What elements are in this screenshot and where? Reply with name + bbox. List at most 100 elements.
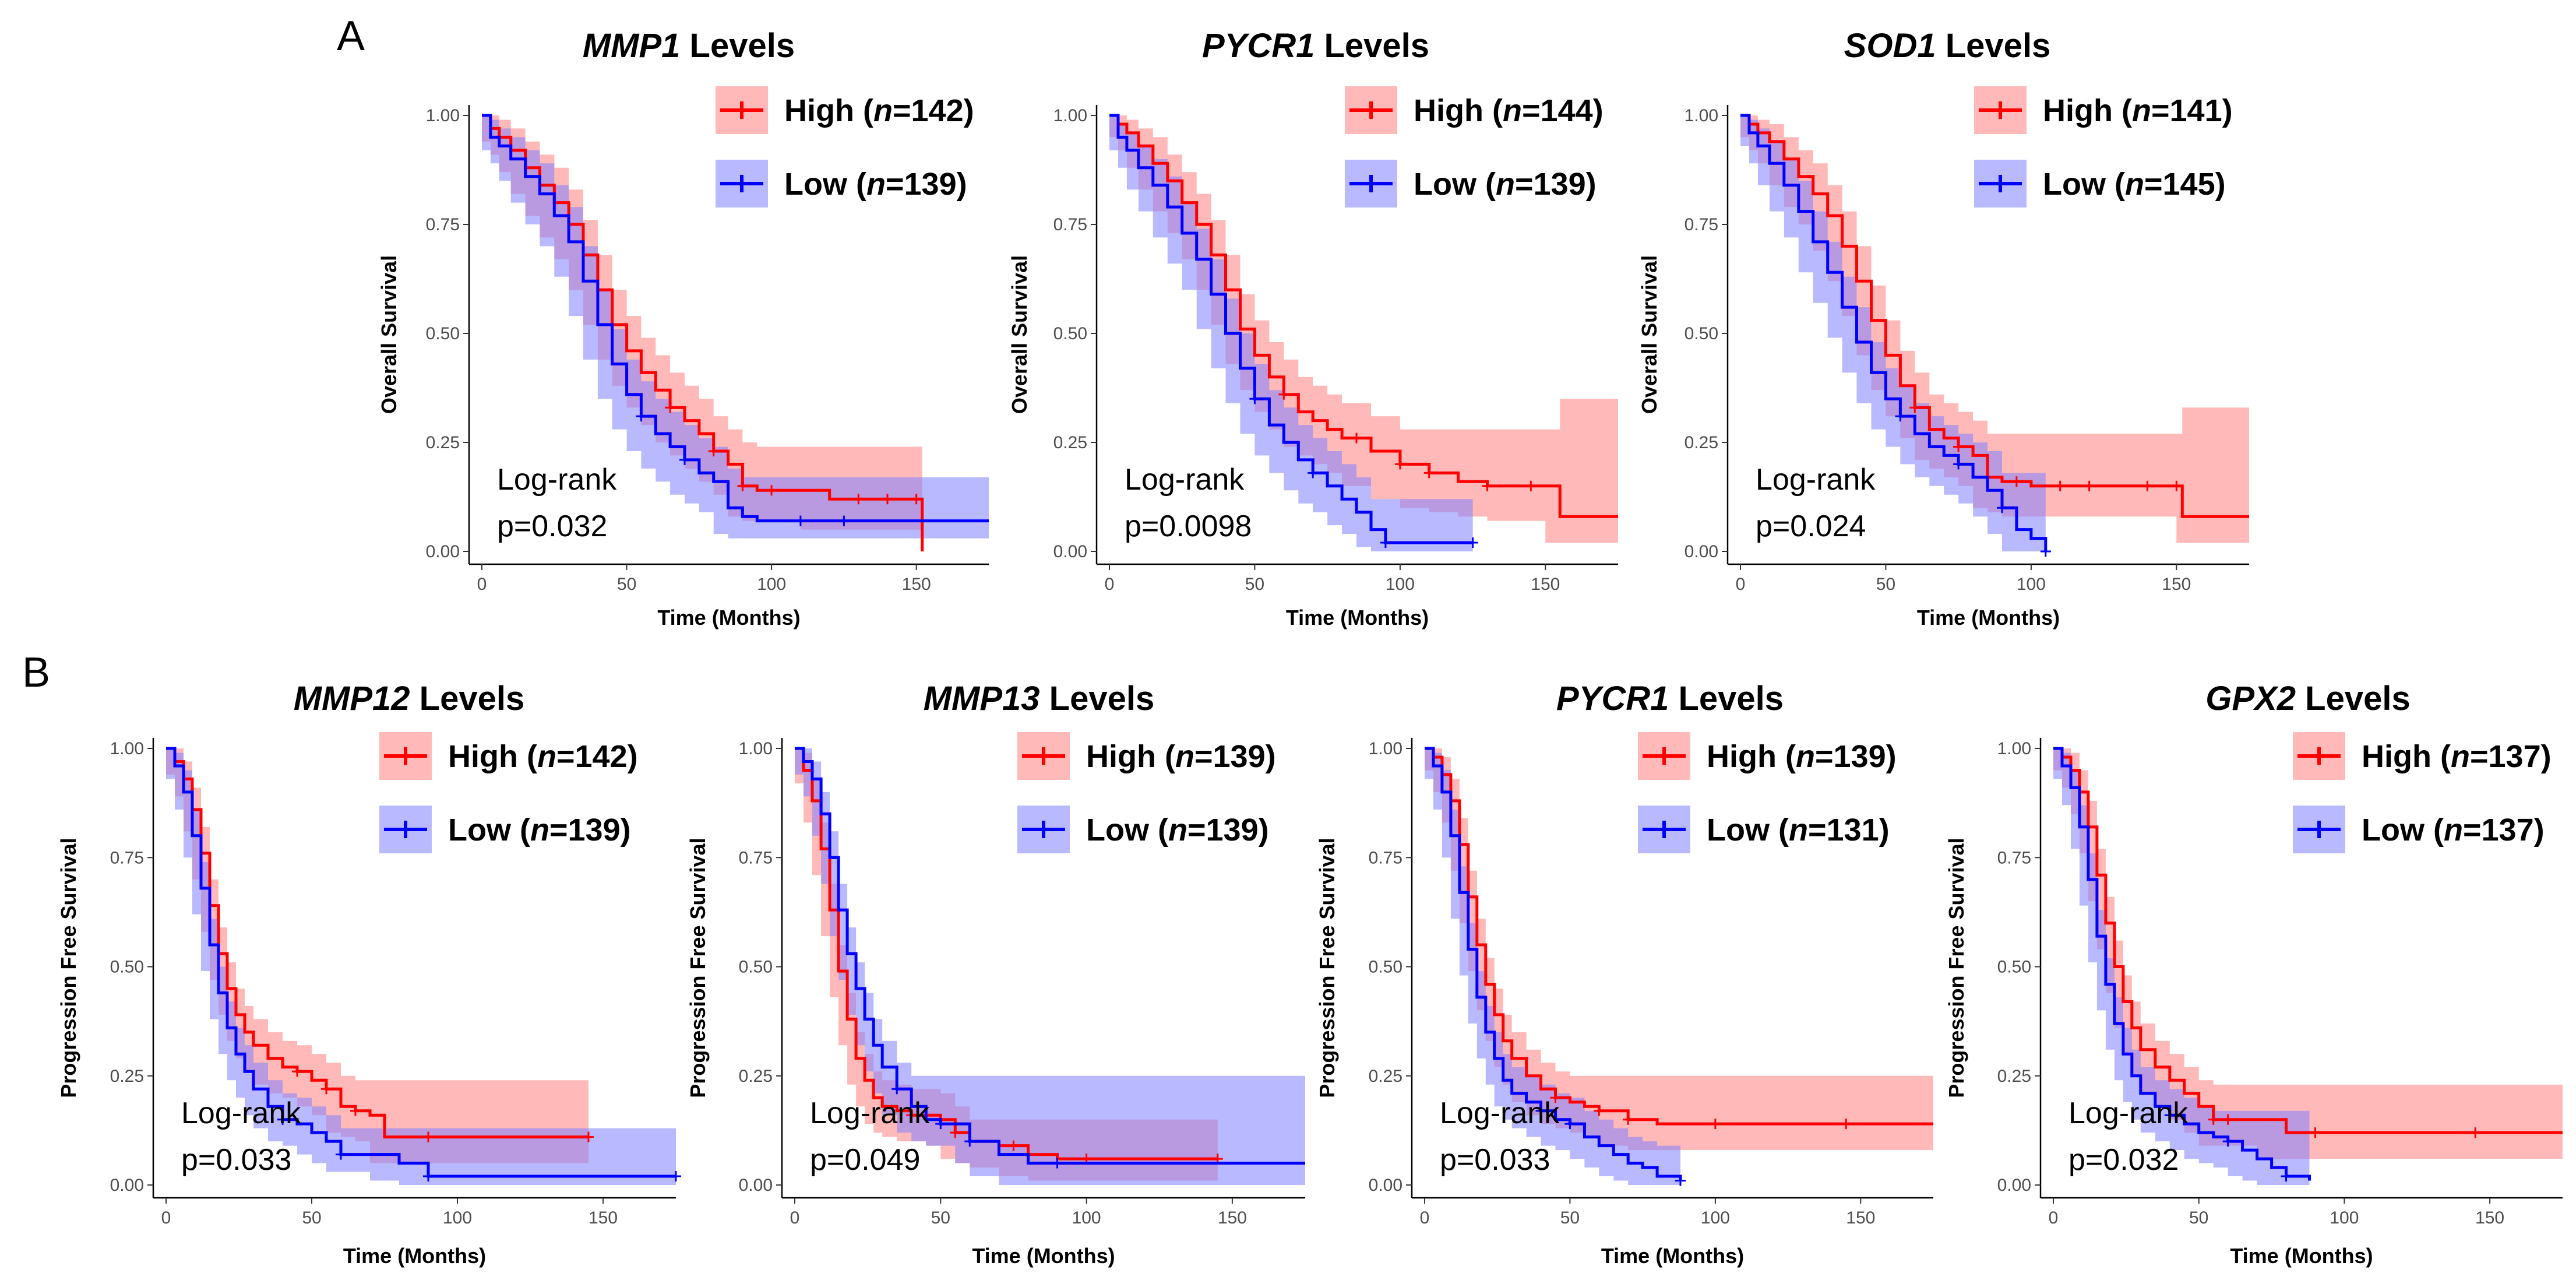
censor-mark-high: [882, 494, 893, 505]
y-tick-label: 0.00: [1053, 542, 1087, 561]
ci-band-low: [166, 748, 676, 1185]
legend-label-high: High (n=142): [448, 739, 638, 774]
legend-item-low: Low (n=139): [1017, 806, 1269, 853]
censor-mark-low: [1052, 1158, 1063, 1169]
x-axis-label: Time (Months): [2230, 1244, 2373, 1268]
censor-mark-high: [2011, 476, 2022, 487]
censor-mark-high: [1394, 459, 1405, 470]
chart-title-gene: SOD1: [1844, 27, 1936, 65]
chart-title: SOD1 Levels: [1844, 27, 2051, 65]
legend-line-low: [384, 821, 427, 838]
censor-mark-high: [1841, 1119, 1852, 1130]
y-tick-label: 0.25: [1369, 1067, 1402, 1086]
y-tick-label: 1.00: [1053, 106, 1087, 125]
p-value-label: p=0.033: [1440, 1143, 1550, 1177]
y-axis-label: Progression Free Survival: [1315, 838, 1339, 1098]
legend-item-high: High (n=142): [716, 86, 974, 134]
legend-label-low: Low (n=137): [2362, 813, 2545, 848]
censor-mark-high: [423, 1131, 434, 1142]
km-chart-pycr1-b: 0.00 0.25 0.50 0.75 1.00 0 50 100 150 Time (Month…: [1315, 680, 1933, 1268]
chart-title-suffix: Levels: [410, 680, 525, 718]
survival-line-low: [795, 747, 1305, 1165]
censor-mark-low: [2222, 1136, 2233, 1147]
censor-mark-low: [1249, 393, 1260, 405]
x-tick-label: 50: [302, 1208, 321, 1228]
p-value-label: p=0.033: [181, 1143, 291, 1177]
x-tick-label: 50: [931, 1208, 950, 1228]
legend-label-low: Low (n=139): [448, 813, 631, 848]
censor-mark-high: [2470, 1127, 2481, 1138]
legend-item-high: High (n=144): [1345, 86, 1604, 134]
ci-band-low: [1425, 748, 1680, 1185]
censor-mark-low: [1895, 411, 1906, 422]
censor-mark-high: [1278, 389, 1289, 400]
survival-line-low: [1109, 114, 1473, 544]
censor-mark-low: [1308, 467, 1319, 479]
y-tick-label: 0.25: [739, 1067, 773, 1086]
y-tick-label: 0.75: [739, 848, 773, 867]
p-value-label: p=0.024: [1756, 509, 1866, 543]
censor-mark-high: [1953, 441, 1964, 452]
censor-mark-high: [2171, 480, 2182, 491]
ci-band-high: [2053, 748, 2563, 1159]
censor-mark-low: [1564, 1119, 1576, 1130]
legend-label-high: High (n=144): [1414, 93, 1604, 128]
km-chart-pycr1-a: 0.00 0.25 0.50 0.75 1.00 0 50 100 150 Time (Month…: [1007, 27, 1618, 630]
y-axis-label: Progression Free Survival: [686, 838, 710, 1098]
legend-item-low: Low (n=139): [1345, 160, 1597, 208]
censor-mark-high: [2310, 1127, 2321, 1138]
y-tick-label: 0.75: [1369, 848, 1402, 867]
survival-line-low: [1740, 114, 2048, 551]
legend-label-low: Low (n=139): [784, 167, 967, 202]
survival-line-low: [2053, 747, 2311, 1181]
x-tick-label: 100: [1386, 575, 1415, 594]
charts-container: 0.00 0.25 0.50 0.75 1.00 0 50 100 150 Time (Month…: [57, 27, 2563, 1268]
x-tick-label: 0: [790, 1208, 800, 1228]
chart-title-suffix: Levels: [1669, 680, 1784, 718]
p-value-label: p=0.0098: [1125, 509, 1252, 543]
chart-title-gene: PYCR1: [1556, 680, 1669, 718]
x-tick-label: 0: [1420, 1208, 1430, 1228]
chart-title: MMP12 Levels: [294, 680, 525, 718]
legend-label-high: High (n=139): [1086, 739, 1276, 774]
legend-label-high: High (n=139): [1707, 739, 1897, 774]
x-tick-label: 0: [161, 1208, 171, 1228]
censor-mark-low: [1467, 537, 1478, 548]
x-tick-label: 100: [1072, 1208, 1101, 1228]
censor-mark-high: [1909, 402, 1920, 413]
x-tick-label: 100: [1701, 1208, 1730, 1228]
legend-label-low: Low (n=145): [2043, 167, 2226, 202]
survival-line-low: [1425, 747, 1682, 1181]
ci-band-high: [1740, 115, 2249, 543]
survival-line-high: [166, 747, 589, 1139]
chart-title-suffix: Levels: [680, 27, 795, 65]
legend-line-high: [1979, 101, 2022, 119]
legend-item-high: High (n=142): [379, 732, 638, 780]
censor-mark-high: [1594, 1105, 1605, 1116]
x-tick-label: 100: [2017, 575, 2046, 594]
censor-mark-high: [2084, 480, 2095, 491]
km-chart-mmp12-b: 0.00 0.25 0.50 0.75 1.00 0 50 100 150 Time (Month…: [57, 680, 681, 1268]
x-tick-label: 50: [1560, 1208, 1580, 1228]
censor-mark-high: [292, 1066, 302, 1077]
logrank-label: Log-rank: [1440, 1096, 1560, 1130]
legend-line-high: [1022, 747, 1065, 765]
legend-item-high: High (n=141): [1974, 86, 2233, 134]
y-tick-label: 0.50: [739, 958, 773, 977]
legend-line-high: [1643, 747, 1686, 765]
ci-band-low: [795, 748, 1305, 1185]
chart-title-gene: MMP1: [583, 27, 681, 65]
x-tick-label: 150: [902, 575, 931, 594]
y-tick-label: 0.50: [1685, 324, 1718, 343]
x-tick-label: 150: [589, 1208, 618, 1228]
logrank-label: Log-rank: [1125, 463, 1245, 497]
chart-title: MMP1 Levels: [583, 27, 795, 65]
censor-mark-high: [708, 446, 719, 456]
y-tick-label: 0.00: [1685, 542, 1718, 561]
p-value-label: p=0.032: [2068, 1143, 2179, 1177]
censor-mark-high: [950, 1127, 961, 1138]
censor-mark-high: [1351, 432, 1362, 444]
censor-mark-high: [1482, 480, 1493, 491]
censor-mark-low: [277, 1114, 288, 1125]
y-tick-label: 1.00: [739, 739, 773, 758]
